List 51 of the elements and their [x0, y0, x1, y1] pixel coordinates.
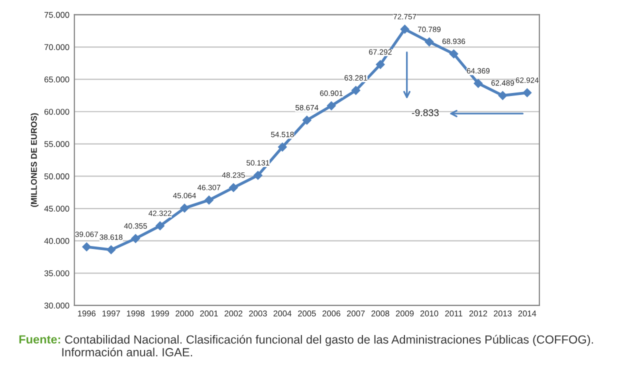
x-tick-label: 2004 [274, 310, 292, 316]
point [326, 101, 336, 110]
x-tick-label: 2005 [298, 310, 316, 316]
point [400, 24, 410, 34]
x-tick-label: 2010 [420, 310, 438, 316]
point [522, 88, 532, 98]
y-tick-label: 60.000 [44, 108, 70, 115]
point [474, 78, 483, 88]
x-tick-label: 1999 [151, 310, 169, 316]
x-tick-label: 2002 [224, 310, 242, 316]
point [229, 183, 238, 192]
point [449, 49, 458, 58]
point [131, 234, 140, 243]
point [82, 242, 92, 252]
y-tick-label: 50.000 [44, 173, 70, 180]
point [204, 196, 214, 205]
x-tick-label: 2011 [445, 310, 462, 316]
annotation: -9.833 [412, 109, 439, 116]
x-tick-label: 2008 [371, 310, 390, 316]
y-tick-label: 75.000 [44, 12, 70, 18]
y-tick-label: 55.000 [44, 141, 70, 148]
x-tick-label: 1997 [102, 310, 120, 316]
x-tick-label: 2012 [469, 310, 488, 316]
point [156, 221, 165, 230]
x-tick-label: 2000 [176, 310, 194, 316]
point [351, 86, 360, 95]
point [376, 60, 385, 69]
x-tick-label: 2014 [518, 310, 536, 316]
y-axis-title: (MILLONES DE EUROS) [30, 113, 38, 207]
y-tick-label: 40.000 [44, 238, 70, 244]
y-tick-label: 35.000 [44, 270, 70, 276]
y-tick-label: 70.000 [44, 44, 70, 50]
point [180, 204, 189, 213]
x-tick-label: 2003 [249, 310, 267, 316]
point [302, 116, 312, 125]
point [106, 245, 116, 254]
point [278, 142, 287, 152]
x-tick-label: 2007 [347, 310, 365, 316]
y-tick-label: 65.000 [44, 76, 70, 82]
x-tick-label: 1996 [78, 310, 96, 316]
x-tick-label: 1998 [126, 310, 144, 316]
point [498, 91, 508, 100]
x-tick-label: 2001 [200, 310, 218, 316]
x-tick-label: 2013 [494, 310, 512, 316]
point [424, 37, 434, 46]
y-tick-label: 45.000 [44, 206, 70, 212]
point [254, 170, 262, 180]
x-tick-label: 2009 [396, 310, 414, 316]
y-tick-label: 30.000 [44, 302, 70, 309]
source-note: Fuente: Contabilidad Nacional. Clasificación funcional del gasto de las Administraciones Públicas (COFFOG). Información anual. IGAE. [19, 334, 593, 356]
x-tick-label: 2006 [322, 310, 340, 316]
